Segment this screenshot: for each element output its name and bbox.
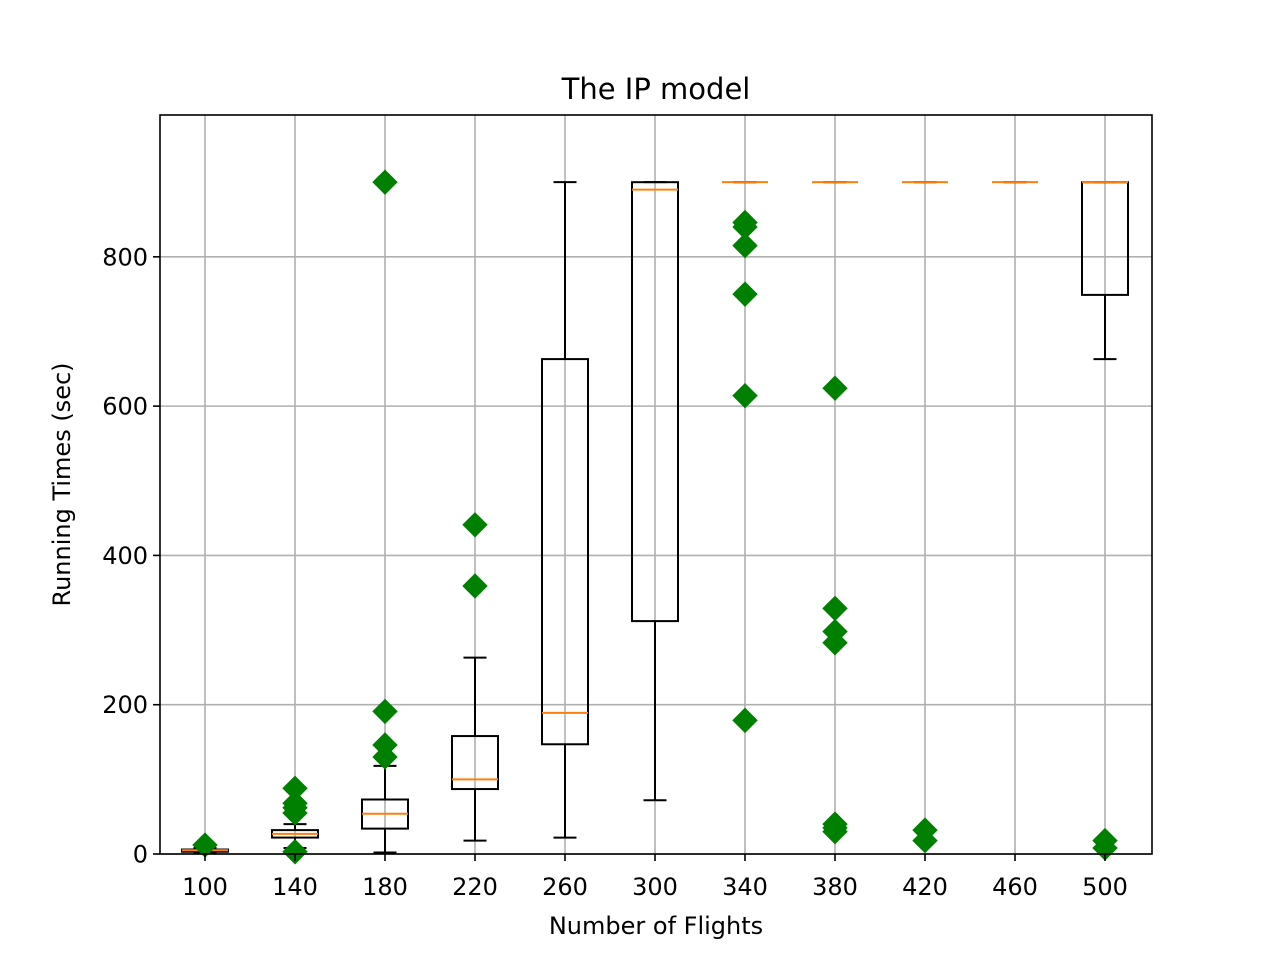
iqr-box [631,181,679,623]
x-tick-label: 420 [902,873,948,901]
outlier-point [282,775,308,802]
box-group-180 [361,764,409,854]
y-tick-label: 600 [102,393,148,421]
outlier-point [282,839,308,865]
outlier-point [282,790,308,816]
outlier-point [822,811,848,837]
x-tick-label: 380 [812,873,858,901]
x-tick-label: 500 [1082,873,1128,901]
box-group-300 [631,181,679,802]
outlier-point [732,382,758,409]
y-tick-label: 0 [133,841,148,869]
y-axis-label: Running Times (sec) [48,362,76,606]
box-group-260 [541,181,589,839]
box-group-500 [1081,181,1129,361]
y-tick-label: 400 [102,542,148,570]
x-tick-label: 100 [182,873,228,901]
outlier-point [1092,827,1118,854]
iqr-box [451,735,499,791]
x-tick-label: 140 [272,873,318,901]
plot-frame [159,114,1153,855]
x-tick-label: 300 [632,873,678,901]
outlier-point [372,732,398,758]
outlier-point [822,618,848,645]
x-tick-label: 460 [992,873,1038,901]
x-tick-label: 340 [722,873,768,901]
y-tick-label: 200 [102,691,148,719]
outlier-point [732,232,758,259]
outlier-point [732,707,758,734]
box-group-220 [451,656,499,842]
x-axis-label: Number of Flights [549,912,763,940]
outlier-point [822,375,848,401]
y-tick-label: 800 [102,243,148,271]
x-tick-label: 220 [452,873,498,901]
outlier-point [732,209,758,236]
outlier-point [822,595,848,622]
chart-title: The IP model [561,72,751,106]
outlier-point [912,817,938,843]
iqr-box [541,358,589,746]
axis-ticks: 0 200 400 600 800 100 140 180 220 260 300 340 380 420… [102,243,1128,901]
outlier-point [372,169,398,195]
outlier-point [462,573,488,599]
x-tick-label: 260 [542,873,588,901]
outlier-point [462,512,488,538]
x-tick-label: 180 [362,873,408,901]
outlier-point [372,698,398,725]
outlier-point [732,281,758,307]
